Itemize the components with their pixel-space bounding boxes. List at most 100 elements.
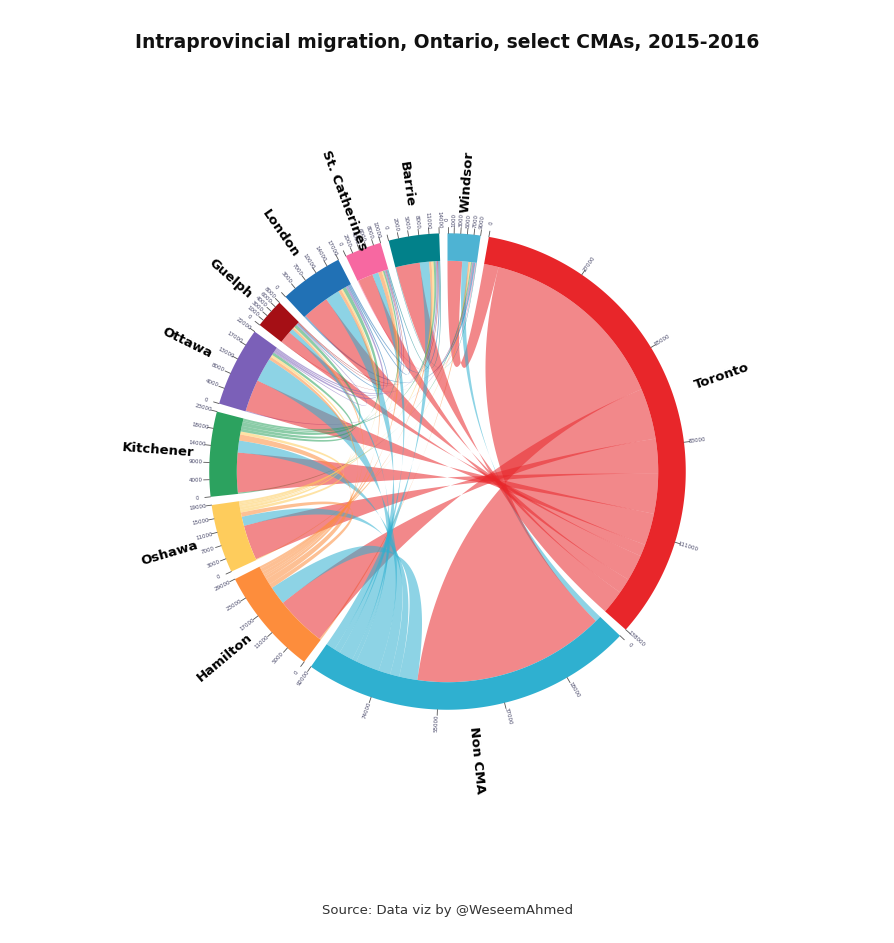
Text: 3000: 3000 <box>280 271 292 285</box>
Polygon shape <box>297 286 388 389</box>
Polygon shape <box>358 274 628 592</box>
Polygon shape <box>285 259 350 317</box>
Text: 11000: 11000 <box>195 531 213 540</box>
Polygon shape <box>326 261 431 650</box>
Polygon shape <box>447 233 480 263</box>
Text: 14000: 14000 <box>313 245 326 263</box>
Polygon shape <box>259 303 299 342</box>
Polygon shape <box>387 261 441 369</box>
Text: Windsor: Windsor <box>459 151 476 213</box>
Text: 9000: 9000 <box>189 459 203 465</box>
Text: 1000: 1000 <box>246 306 259 318</box>
Text: 55000: 55000 <box>434 714 439 732</box>
Polygon shape <box>239 289 377 506</box>
Text: 10000: 10000 <box>301 253 315 270</box>
Text: Non CMA: Non CMA <box>466 726 485 794</box>
Text: Toronto: Toronto <box>691 360 750 391</box>
Polygon shape <box>240 353 353 441</box>
Polygon shape <box>289 329 389 661</box>
Text: 22000: 22000 <box>235 317 252 331</box>
Text: 3000: 3000 <box>206 559 220 569</box>
Polygon shape <box>274 324 367 405</box>
Text: St. Catherines: St. Catherines <box>319 148 369 253</box>
Polygon shape <box>395 263 477 369</box>
Polygon shape <box>259 261 432 569</box>
Polygon shape <box>304 262 475 383</box>
Polygon shape <box>265 356 358 579</box>
Polygon shape <box>326 291 393 659</box>
Text: 4000: 4000 <box>204 379 219 389</box>
Polygon shape <box>350 261 439 372</box>
Text: 18000: 18000 <box>567 681 580 698</box>
Polygon shape <box>388 233 440 268</box>
Text: 0: 0 <box>382 225 388 230</box>
Polygon shape <box>239 435 351 585</box>
Text: 7000: 7000 <box>291 262 303 276</box>
Text: 29000: 29000 <box>214 579 232 591</box>
Polygon shape <box>260 272 399 572</box>
Polygon shape <box>262 290 379 574</box>
Polygon shape <box>240 327 358 507</box>
Polygon shape <box>283 389 655 638</box>
Text: Oshawa: Oshawa <box>139 539 199 569</box>
Text: 138000: 138000 <box>626 630 645 648</box>
Text: 0: 0 <box>292 670 299 675</box>
Polygon shape <box>349 270 409 374</box>
Polygon shape <box>241 508 408 676</box>
Text: 6000: 6000 <box>258 290 272 304</box>
Polygon shape <box>238 440 402 674</box>
Text: 3000: 3000 <box>458 213 464 227</box>
Polygon shape <box>242 271 399 432</box>
Text: 7000: 7000 <box>472 214 478 228</box>
Text: 8000: 8000 <box>413 214 420 229</box>
Text: 74000: 74000 <box>361 701 372 720</box>
Text: 83000: 83000 <box>687 437 705 444</box>
Polygon shape <box>484 237 685 630</box>
Text: 14000: 14000 <box>188 440 206 447</box>
Polygon shape <box>234 567 320 662</box>
Text: 0: 0 <box>246 313 251 320</box>
Polygon shape <box>310 617 620 710</box>
Text: 11000: 11000 <box>425 211 431 229</box>
Text: 14000: 14000 <box>435 211 441 228</box>
Text: 5000: 5000 <box>272 652 284 665</box>
Polygon shape <box>417 267 641 682</box>
Polygon shape <box>305 299 640 580</box>
Text: 5000: 5000 <box>465 213 471 227</box>
Text: 23000: 23000 <box>225 599 242 612</box>
Polygon shape <box>282 332 645 556</box>
Text: 23000: 23000 <box>194 404 213 413</box>
Polygon shape <box>264 327 363 576</box>
Polygon shape <box>298 270 403 386</box>
Polygon shape <box>274 286 384 399</box>
Text: 2000: 2000 <box>392 218 400 232</box>
Polygon shape <box>246 381 654 545</box>
Polygon shape <box>239 261 434 504</box>
Polygon shape <box>460 261 600 621</box>
Polygon shape <box>298 261 438 385</box>
Text: Ottawa: Ottawa <box>160 325 215 361</box>
Polygon shape <box>240 324 360 438</box>
Text: 6000: 6000 <box>357 227 367 242</box>
Polygon shape <box>238 262 472 494</box>
Text: 19000: 19000 <box>189 504 207 511</box>
Text: 92000: 92000 <box>296 670 310 687</box>
Polygon shape <box>447 261 498 368</box>
Text: 2000: 2000 <box>342 233 352 248</box>
Text: 1000: 1000 <box>451 213 457 227</box>
Polygon shape <box>345 243 388 281</box>
Text: 17000: 17000 <box>325 239 338 256</box>
Polygon shape <box>245 262 473 424</box>
Polygon shape <box>358 263 476 372</box>
Polygon shape <box>219 332 276 411</box>
Polygon shape <box>334 273 404 653</box>
Text: 10000: 10000 <box>371 221 381 239</box>
Text: Kitchener: Kitchener <box>122 441 195 459</box>
Polygon shape <box>243 261 435 431</box>
Text: Intraprovincial migration, Ontario, select CMAs, 2015-2016: Intraprovincial migration, Ontario, sele… <box>135 33 759 52</box>
Text: 8000: 8000 <box>210 363 225 372</box>
Text: 15000: 15000 <box>191 518 209 525</box>
Polygon shape <box>395 263 620 611</box>
Text: 18000: 18000 <box>190 422 208 430</box>
Polygon shape <box>272 546 422 680</box>
